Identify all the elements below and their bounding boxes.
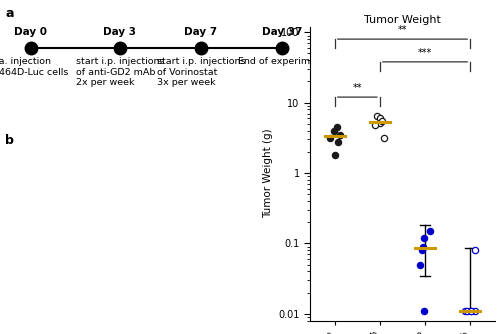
Text: End of experiment: End of experiment [238, 57, 326, 66]
Text: Day 7: Day 7 [184, 26, 218, 36]
Text: **: ** [398, 25, 407, 35]
Text: Day 37: Day 37 [262, 26, 302, 36]
Text: **: ** [352, 83, 362, 93]
Text: start i.p. injections
of anti-GD2 mAb
2x per week: start i.p. injections of anti-GD2 mAb 2x… [76, 57, 164, 87]
Text: start i.p. injections
of Vorinostat
3x per week: start i.p. injections of Vorinostat 3x p… [156, 57, 245, 87]
Text: ***: *** [418, 48, 432, 57]
Text: Day 0: Day 0 [14, 26, 48, 36]
Text: i.a. injection
9464D-Luc cells: i.a. injection 9464D-Luc cells [0, 57, 68, 77]
Text: Day 3: Day 3 [104, 26, 136, 36]
Text: b: b [5, 134, 14, 147]
Title: Tumor Weight: Tumor Weight [364, 15, 441, 25]
Y-axis label: Tumor Weight (g): Tumor Weight (g) [262, 129, 272, 218]
Text: a: a [5, 7, 14, 20]
